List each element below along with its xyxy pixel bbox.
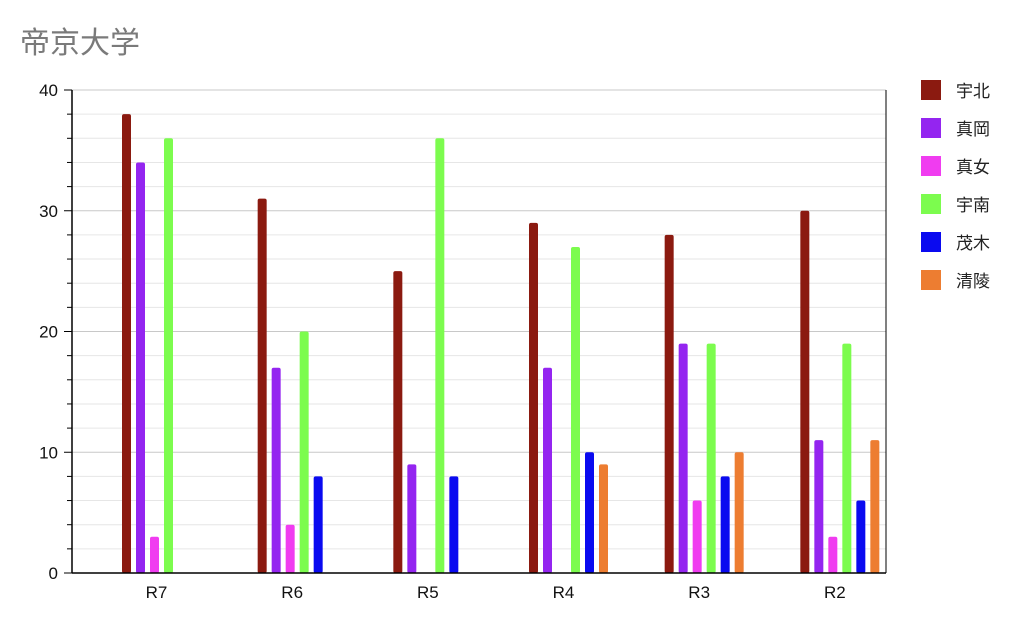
bar — [706, 343, 716, 573]
bar — [543, 367, 552, 573]
legend-swatch — [921, 232, 941, 252]
legend-label: 宇北 — [956, 82, 990, 102]
legend-label: 宇南 — [956, 196, 990, 216]
bar — [870, 440, 880, 573]
bar — [449, 476, 459, 573]
bar — [585, 452, 594, 573]
bar — [529, 222, 538, 573]
y-tick-label: 10 — [39, 443, 58, 462]
legend-swatch — [921, 194, 941, 214]
bar — [393, 271, 403, 573]
bar — [814, 440, 824, 573]
bar — [285, 524, 295, 573]
bar — [599, 464, 608, 573]
bar — [271, 367, 281, 573]
bar — [692, 500, 702, 573]
bar — [828, 536, 838, 573]
legend-swatch — [921, 270, 941, 290]
x-tick-label: R3 — [688, 583, 710, 602]
legend-swatch — [921, 118, 941, 138]
legend-swatch — [921, 156, 941, 176]
x-tick-label: R7 — [146, 583, 168, 602]
bar — [122, 114, 131, 574]
y-axis-ticks: 0 10 20 30 40 — [39, 81, 72, 583]
bar — [313, 476, 323, 573]
bar — [678, 343, 688, 573]
bar — [164, 138, 173, 574]
chart-title: 帝京大学 — [20, 26, 140, 61]
x-tick-label: R4 — [553, 583, 575, 602]
x-axis-ticks: R7 R6 R5 R4 R3 R2 — [146, 583, 846, 602]
bar — [800, 210, 810, 573]
bar — [407, 464, 417, 573]
bar — [842, 343, 852, 573]
legend-label: 真岡 — [956, 120, 990, 140]
bar — [435, 138, 445, 574]
x-tick-label: R5 — [417, 583, 439, 602]
bar — [136, 162, 145, 573]
bar — [734, 452, 744, 573]
bar — [150, 536, 159, 573]
y-tick-label: 20 — [39, 323, 58, 342]
legend-label: 茂木 — [956, 234, 990, 254]
legend-swatch — [921, 80, 941, 100]
bar — [856, 500, 866, 573]
bar — [299, 331, 309, 573]
y-tick-label: 0 — [49, 564, 58, 583]
bar — [720, 476, 730, 573]
bar — [571, 246, 580, 573]
bar — [664, 234, 674, 573]
y-tick-label: 40 — [39, 81, 58, 100]
gridlines — [72, 89, 886, 550]
y-tick-label: 30 — [39, 202, 58, 221]
bars — [122, 114, 880, 574]
bar — [257, 198, 267, 574]
legend-label: 清陵 — [956, 272, 990, 292]
x-tick-label: R2 — [824, 583, 846, 602]
legend-label: 真女 — [956, 158, 990, 178]
x-tick-label: R6 — [281, 583, 303, 602]
